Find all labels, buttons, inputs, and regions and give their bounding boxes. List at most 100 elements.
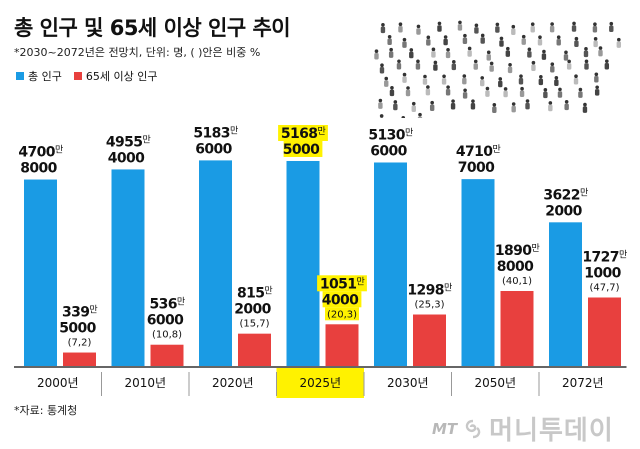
- bar-elderly-2050년: [500, 290, 534, 366]
- person-figure: [422, 74, 428, 85]
- person-figure: [609, 21, 614, 32]
- person-figure: [433, 60, 438, 71]
- total-label-number: 4710: [456, 144, 493, 160]
- elderly-label-value: 1298만: [407, 283, 452, 299]
- person-figure: [564, 99, 569, 111]
- total-label-value-line2: 6000: [370, 143, 407, 159]
- person-figure: [519, 86, 525, 98]
- x-tick-label: 2030년: [387, 376, 429, 390]
- total-label-value: 5168만: [281, 126, 326, 142]
- person-figure: [538, 74, 544, 86]
- brand-name: 머니투데이: [489, 416, 614, 446]
- legend-label-total: 총 인구: [28, 70, 62, 83]
- person-figure: [550, 62, 555, 73]
- person-figure: [402, 37, 407, 48]
- person-figure: [486, 50, 491, 61]
- elderly-label-share: (40,1): [502, 276, 532, 287]
- bar-total-2050년: [461, 179, 495, 366]
- person-figure: [411, 101, 416, 112]
- total-label-value-line2: 5000: [283, 142, 320, 158]
- person-figure: [598, 46, 603, 57]
- person-figure: [425, 85, 431, 96]
- total-label-value-line2: 4000: [108, 150, 145, 166]
- total-label-unit: 만: [142, 134, 150, 145]
- person-figure: [429, 100, 435, 111]
- person-figure: [571, 21, 577, 32]
- elderly-label-value-line2: 5000: [59, 321, 96, 337]
- person-figure: [554, 75, 559, 87]
- chart-subtitle: *2030~2072년은 전망치, 단위: 명, ( )안은 비중 %: [14, 46, 261, 59]
- person-figure: [518, 74, 524, 85]
- total-label-value-line2: 7000: [458, 160, 495, 176]
- person-figure: [415, 59, 421, 70]
- elderly-label-number: 1727: [582, 249, 619, 265]
- person-figure: [549, 22, 555, 33]
- person-figure: [445, 85, 451, 96]
- x-tick-label: 2072년: [562, 376, 604, 390]
- bar-elderly-2000년: [63, 352, 96, 366]
- person-figure: [379, 63, 385, 74]
- person-figure: [530, 22, 535, 33]
- total-label-value: 3622만: [543, 187, 588, 203]
- person-figure: [474, 23, 479, 34]
- elderly-label-unit: 만: [177, 297, 185, 308]
- elderly-label-number: 339: [62, 305, 89, 321]
- person-figure: [616, 37, 622, 48]
- person-figure: [380, 23, 386, 34]
- elderly-label-unit: 만: [264, 286, 272, 297]
- legend-item-elderly: 65세 이상 인구: [73, 68, 158, 84]
- brand-mt: MT: [432, 419, 458, 438]
- person-figure: [379, 114, 384, 118]
- person-figure: [556, 35, 561, 46]
- elderly-label-highlight: [322, 291, 362, 308]
- person-figure: [462, 33, 468, 44]
- elderly-label-share: (47,7): [589, 282, 619, 293]
- x-tick-label: 2025년: [299, 376, 341, 390]
- person-figure: [495, 22, 500, 33]
- elderly-label-share: (7,2): [68, 338, 92, 349]
- x-tick-label: 2000년: [37, 376, 79, 390]
- person-figure: [485, 86, 490, 97]
- total-label-number: 4700: [18, 145, 55, 161]
- elderly-label-value: 1727만: [582, 249, 627, 265]
- chart-title: 총 인구 및 65세 이상 인구 추이: [14, 16, 291, 40]
- person-figure: [416, 24, 421, 35]
- bar-total-2030년: [374, 162, 407, 366]
- person-figure: [584, 59, 589, 70]
- bar-total-2025년: [286, 160, 320, 366]
- elderly-label-highlight: [325, 307, 359, 321]
- person-figure: [573, 74, 579, 85]
- elderly-label-value-line2: 1000: [584, 265, 621, 281]
- total-label-unit: 만: [55, 145, 63, 156]
- x-tick-label: 2020년: [212, 376, 254, 390]
- elderly-label-value-line2: 4000: [322, 292, 359, 308]
- elderly-label-share: (15,7): [239, 319, 269, 330]
- legend-swatch-elderly: [73, 72, 82, 80]
- x-tick-label: 2010년: [124, 376, 166, 390]
- person-figure: [593, 37, 598, 48]
- total-label-value: 4710만: [456, 144, 501, 160]
- person-figure: [604, 59, 610, 70]
- person-figure: [566, 59, 572, 70]
- total-label-value: 4700만: [18, 145, 63, 161]
- person-figure: [537, 35, 543, 46]
- total-label-number: 5130: [368, 127, 405, 143]
- person-figure: [531, 60, 536, 71]
- bar-total-2020년: [199, 160, 232, 366]
- bar-elderly-2030년: [413, 314, 446, 366]
- person-figure: [543, 88, 548, 99]
- person-figure: [480, 33, 485, 44]
- legend-label-elderly: 65세 이상 인구: [85, 70, 158, 83]
- person-figure: [467, 46, 472, 57]
- person-figure: [398, 22, 403, 33]
- category-highlight: [276, 368, 364, 398]
- person-figure: [426, 35, 431, 46]
- elderly-label-unit: 만: [356, 276, 364, 287]
- crowd-illustration: [374, 20, 622, 118]
- person-figure: [387, 34, 392, 46]
- legend: 총 인구 65세 이상 인구: [16, 68, 157, 84]
- elderly-label-unit: 만: [531, 243, 539, 254]
- person-figure: [548, 101, 553, 112]
- elderly-label-number: 536: [149, 297, 176, 313]
- bar-elderly-2025년: [325, 324, 359, 366]
